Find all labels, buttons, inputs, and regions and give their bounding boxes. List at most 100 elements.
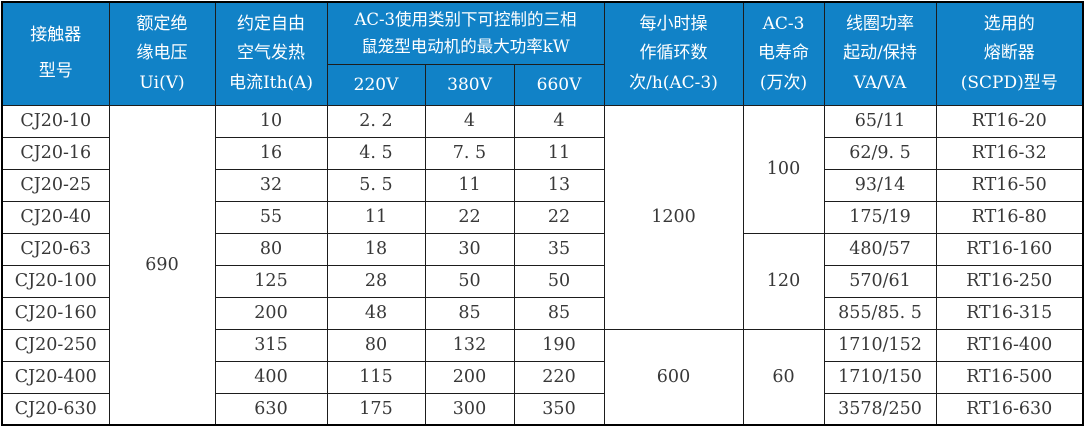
header-line: 电寿命 — [758, 43, 809, 64]
cell-p660: 35 — [513, 232, 605, 266]
cell-model: CJ20-160 — [1, 296, 110, 330]
header-row-voltages: 220V 380V 660V — [2, 63, 1083, 106]
header-coil-power: 线圈功率 起动/保持 VA/VA — [823, 1, 937, 106]
cell-fuse: RT16-50 — [935, 168, 1084, 202]
cell-p380: 50 — [424, 264, 515, 298]
cell-ith: 630 — [214, 392, 328, 426]
header-line: 线圈功率 — [846, 14, 914, 34]
header-380v: 380V — [424, 63, 515, 106]
cell-fuse: RT16-160 — [935, 232, 1084, 266]
header-cycles-per-hour: 每小时操 作循环数 次/h(AC-3) — [603, 1, 744, 106]
header-line: 缘电压 — [136, 43, 188, 64]
cell-ith: 400 — [214, 360, 328, 394]
header-text-wrap: 选用的 熔断器 (SCPD)型号 — [937, 4, 1082, 104]
cell-p380: 11 — [424, 168, 515, 202]
cell-p380: 300 — [424, 392, 515, 426]
cell-ith: 80 — [214, 232, 328, 266]
cell-fuse: RT16-630 — [935, 392, 1084, 426]
cell-coil: 480/57 — [823, 232, 937, 266]
header-line: 接触器 — [30, 25, 82, 46]
cell-p220: 175 — [326, 392, 426, 426]
header-line: 鼠笼型电动机的最大功率kW — [361, 37, 570, 57]
cell-p380: 30 — [424, 232, 515, 266]
cell-model: CJ20-16 — [1, 136, 110, 170]
cell-p220: 115 — [326, 360, 426, 394]
cell-fuse: RT16-500 — [935, 360, 1084, 394]
cell-p660: 85 — [513, 296, 605, 330]
table-row: CJ20-160 200 48 85 85 855/85. 5 RT16-315 — [1, 296, 1084, 330]
header-line: 次/h(AC-3) — [629, 72, 718, 93]
header-thermal-current: 约定自由 空气发热 电流Ith(A) — [214, 1, 328, 106]
cell-model: CJ20-63 — [1, 232, 110, 266]
cell-fuse: RT16-400 — [935, 328, 1084, 362]
cell-coil: 1710/152 — [823, 328, 937, 362]
header-text-wrap: 线圈功率 起动/保持 VA/VA — [825, 4, 935, 104]
header-ac3-max-power-group: AC-3使用类别下可控制的三相 鼠笼型电动机的最大功率kW — [326, 1, 605, 65]
cell-p220: 80 — [326, 328, 426, 362]
cell-p660: 13 — [513, 168, 605, 202]
cell-model: CJ20-630 — [1, 392, 110, 426]
cell-fuse: RT16-80 — [935, 200, 1084, 234]
cell-p220: 4. 5 — [326, 136, 426, 170]
cell-ith: 315 — [214, 328, 328, 362]
header-text-wrap: 额定绝 缘电压 Ui(V) — [110, 4, 214, 104]
header-line: 额定绝 — [136, 14, 188, 34]
cell-p220: 28 — [326, 264, 426, 298]
header-contactor-model: 接触器 型号 — [1, 1, 110, 106]
table-row: CJ20-100 125 28 50 50 570/61 RT16-250 — [1, 264, 1084, 298]
header-fuse-model: 选用的 熔断器 (SCPD)型号 — [935, 1, 1084, 106]
cell-ith: 200 — [214, 296, 328, 330]
cell-p380: 132 — [424, 328, 515, 362]
header-line: 空气发热 — [237, 43, 305, 64]
cell-coil: 855/85. 5 — [823, 296, 937, 330]
cell-coil: 93/14 — [823, 168, 937, 202]
cell-p220: 5. 5 — [326, 168, 426, 202]
cell-p660: 4 — [513, 104, 605, 138]
cell-ith: 16 — [214, 136, 328, 170]
header-insulation-voltage: 额定绝 缘电压 Ui(V) — [108, 1, 216, 106]
header-text-wrap: AC-3 电寿命 (万次) — [744, 4, 823, 104]
table-row: CJ20-250 315 80 132 190 600 60 1710/152 … — [1, 328, 1084, 426]
cell-fuse: RT16-20 — [935, 104, 1084, 138]
header-text-wrap: AC-3使用类别下可控制的三相 鼠笼型电动机的最大功率kW — [328, 4, 603, 62]
header-line: 起动/保持 — [843, 43, 917, 64]
header-line: 电流Ith(A) — [228, 72, 314, 93]
header-line: Ui(V) — [139, 72, 185, 93]
table-row: CJ20-40 55 11 22 22 175/19 RT16-80 — [1, 200, 1084, 234]
header-line: 作循环数 — [639, 43, 708, 64]
table-row: CJ20-25 32 5. 5 11 13 93/14 RT16-50 — [1, 168, 1084, 202]
header-text-wrap: 约定自由 空气发热 电流Ith(A) — [216, 4, 326, 104]
header-line: 约定自由 — [237, 14, 305, 34]
header-220v: 220V — [326, 63, 426, 106]
cell-cycles-merged: 1200 — [603, 104, 744, 330]
header-line: VA/VA — [853, 72, 907, 93]
cell-cycles-merged: 600 — [603, 328, 744, 426]
cell-coil: 570/61 — [823, 264, 937, 298]
cell-life-merged: 120 — [742, 232, 825, 330]
cell-p660: 50 — [513, 264, 605, 298]
header-line: AC-3 — [762, 14, 805, 34]
header-row-top: 接触器 型号 额定绝 缘电压 Ui(V) 约定自由 空气发热 电流Ith(A) … — [1, 1, 1084, 106]
cell-life-merged: 100 — [742, 104, 825, 234]
cell-p220: 48 — [326, 296, 426, 330]
cell-p380: 22 — [424, 200, 515, 234]
header-line: (SCPD)型号 — [960, 72, 1058, 93]
header-line: 选用的 — [983, 14, 1035, 34]
cell-model: CJ20-100 — [1, 264, 110, 298]
cell-life-merged: 60 — [742, 328, 825, 426]
cell-p220: 2. 2 — [326, 104, 426, 138]
header-line: 熔断器 — [983, 43, 1035, 64]
cell-ui-merged: 690 — [108, 104, 216, 426]
cell-p220: 11 — [326, 200, 426, 234]
table-row: CJ20-400 400 115 200 220 1710/150 RT16-5… — [1, 360, 1084, 394]
cell-model: CJ20-250 — [1, 328, 110, 362]
cell-ith: 125 — [214, 264, 328, 298]
cell-model: CJ20-10 — [1, 104, 110, 138]
cell-model: CJ20-25 — [1, 168, 110, 202]
cell-p660: 22 — [513, 200, 605, 234]
cell-model: CJ20-400 — [1, 360, 110, 394]
cell-p660: 220 — [513, 360, 605, 394]
cell-p220: 18 — [326, 232, 426, 266]
cell-p660: 350 — [513, 392, 605, 426]
header-line: 型号 — [38, 61, 73, 82]
